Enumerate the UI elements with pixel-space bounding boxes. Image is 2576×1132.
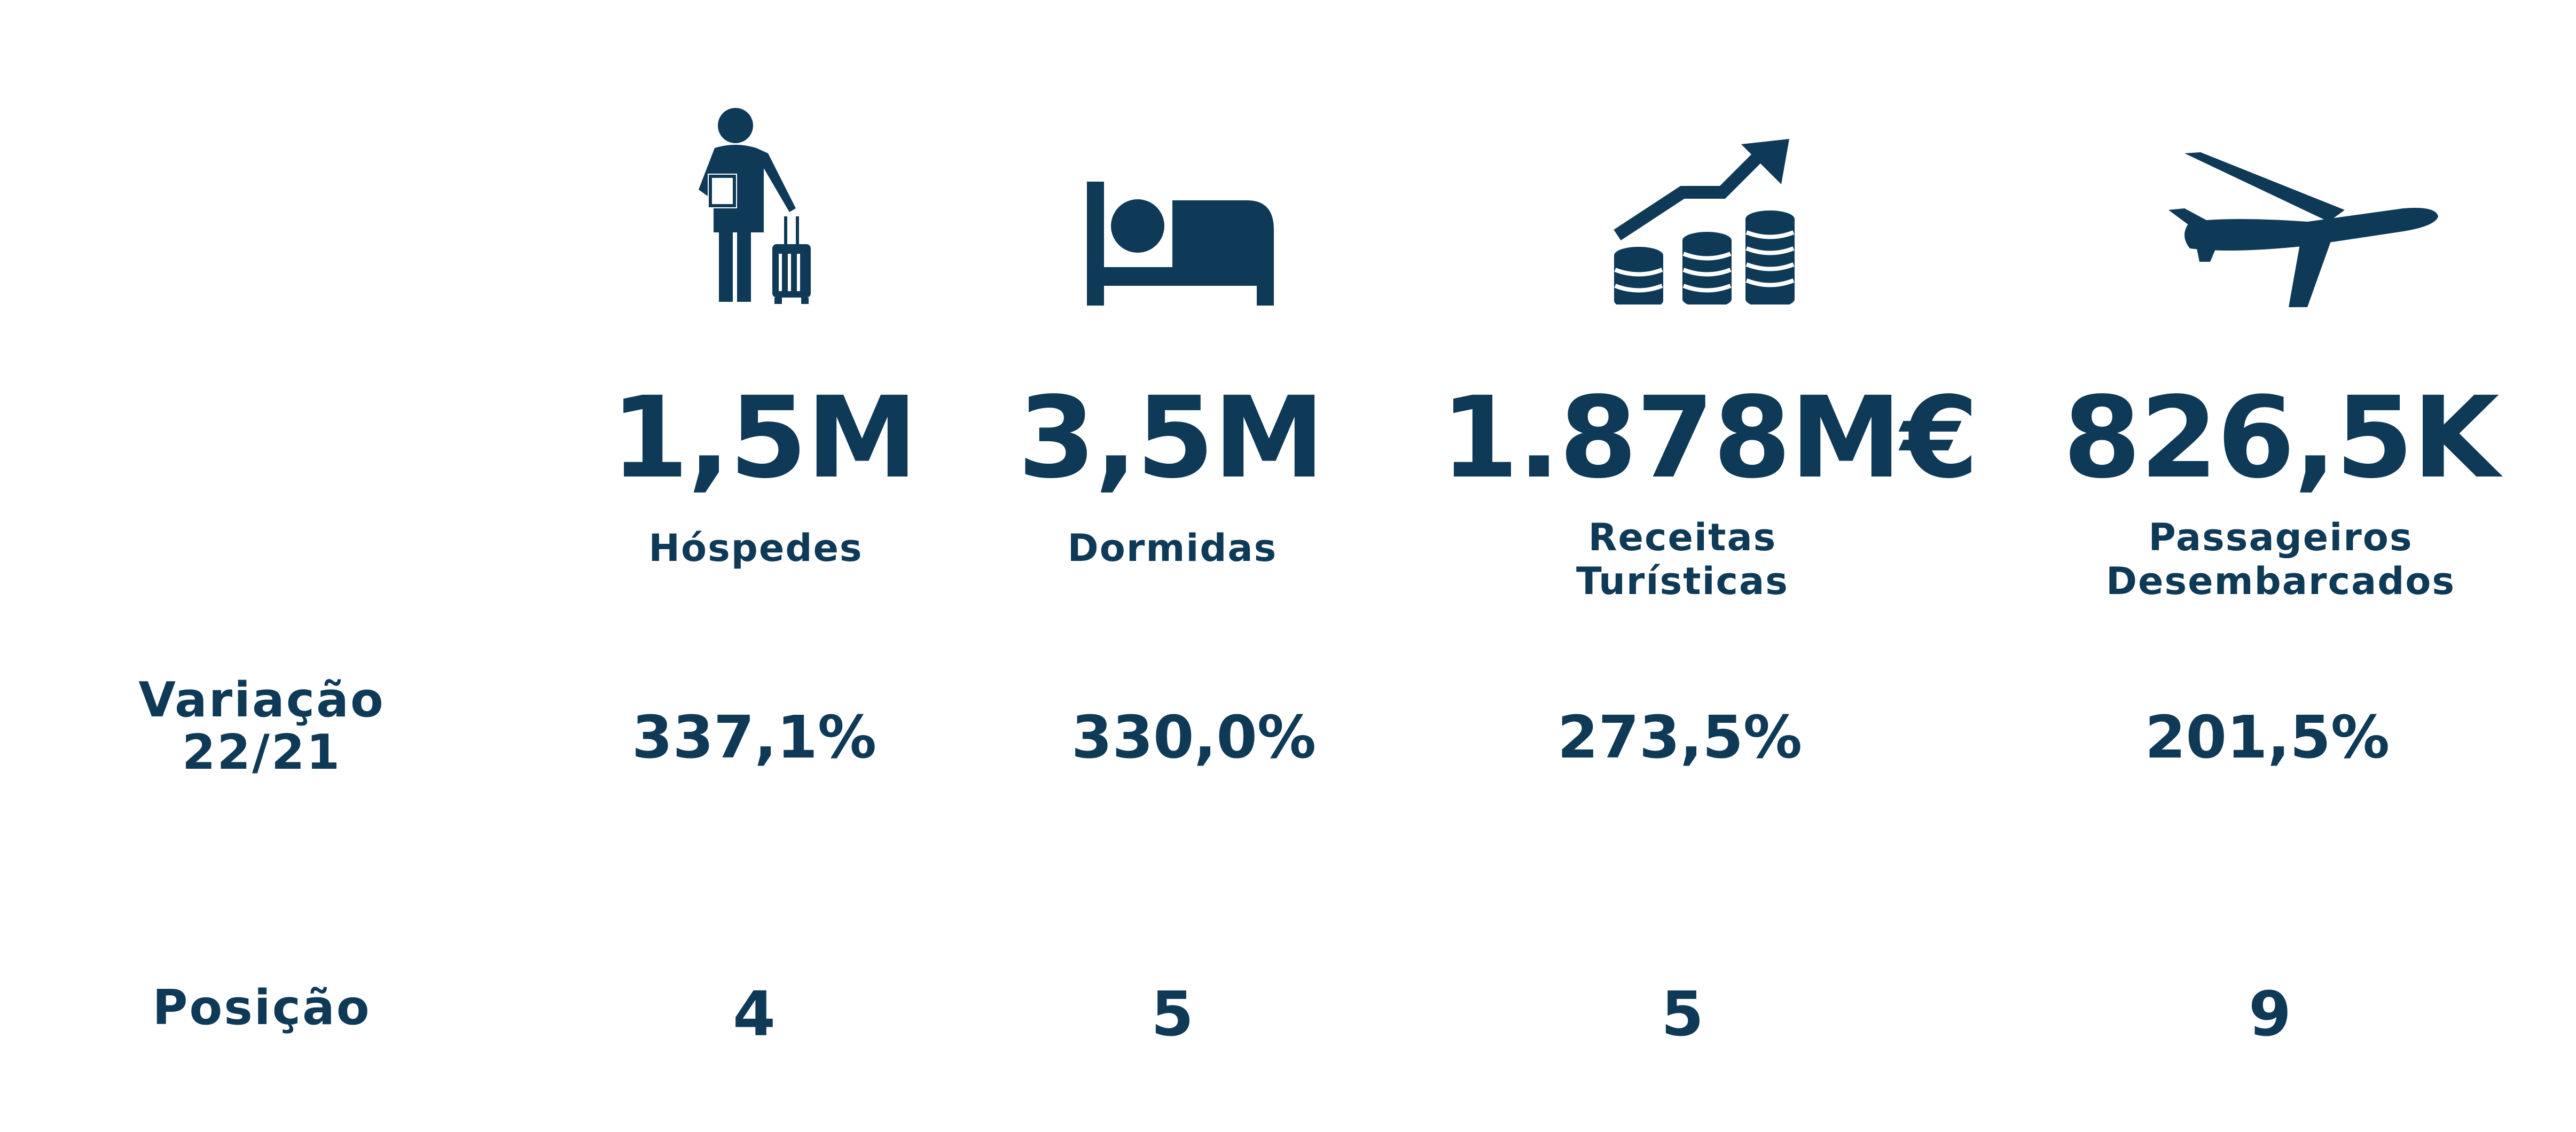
traveler-with-luggage-icon [689,104,823,305]
metric-label-line: Receitas [1588,516,1777,559]
metric-label-line: Passageiros [2148,516,2413,559]
metric-label-line: Turísticas [1576,559,1789,603]
position-row-label: Posição [152,980,371,1036]
metric-label-line: Dormidas [1067,526,1278,570]
metric-value: 1,5M [610,372,918,503]
variation-value: 201,5% [2144,703,2390,771]
metric-label: Receitas Turísticas [1576,516,1789,603]
metric-label-line: Hóspedes [648,526,863,570]
metric-label-line: Desembarcados [2105,559,2456,603]
metric-label: Passageiros Desembarcados [2106,516,2455,603]
position-value: 4 [732,979,776,1050]
metric-value: 3,5M [1017,372,1325,503]
variation-row-label: Variação 22/21 [138,674,385,779]
airplane-icon [2168,147,2446,307]
variation-row-label-line: Variação [138,672,385,728]
variation-value: 330,0% [1071,703,1317,771]
variation-value: 337,1% [631,703,877,771]
position-value: 9 [2248,979,2292,1050]
bed-icon [1087,176,1277,307]
metric-label: Hóspedes [648,526,863,570]
metric-value: 826,5K [2063,372,2500,503]
coins-growth-icon [1613,139,1797,305]
metric-label: Dormidas [1068,526,1278,570]
metric-value: 1.878M€ [1440,372,1978,503]
position-value: 5 [1661,979,1704,1050]
position-value: 5 [1150,979,1194,1050]
variation-row-label-line: 22/21 [182,724,342,780]
variation-value: 273,5% [1557,703,1803,771]
